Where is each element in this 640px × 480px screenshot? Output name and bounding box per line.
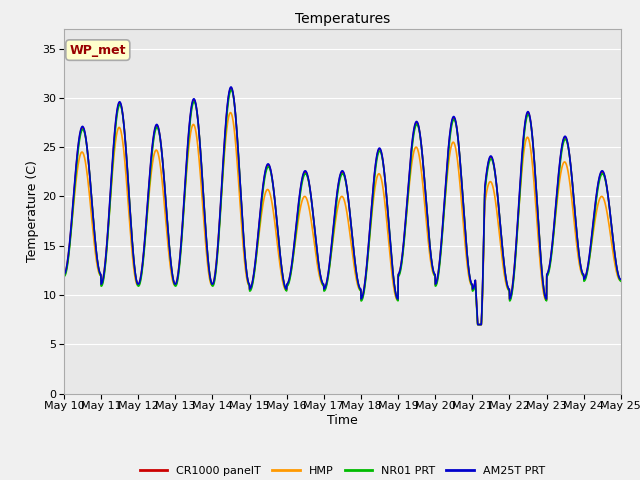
CR1000 panelT <box>474 322 482 327</box>
HMP <box>371 186 379 192</box>
AM25T PRT <box>505 286 513 291</box>
AM25T PRT <box>216 222 223 228</box>
Title: Temperatures: Temperatures <box>295 12 390 26</box>
AM25T PRT <box>584 265 591 271</box>
CR1000 panelT <box>60 273 68 278</box>
Legend: CR1000 panelT, HMP, NR01 PRT, AM25T PRT: CR1000 panelT, HMP, NR01 PRT, AM25T PRT <box>135 461 550 480</box>
NR01 PRT <box>227 87 235 93</box>
CR1000 panelT <box>359 294 367 300</box>
HMP <box>617 277 625 283</box>
NR01 PRT <box>584 268 591 274</box>
CR1000 panelT <box>617 277 625 283</box>
AM25T PRT <box>474 322 482 327</box>
NR01 PRT <box>474 322 481 327</box>
NR01 PRT <box>505 287 513 293</box>
NR01 PRT <box>568 177 576 182</box>
NR01 PRT <box>216 228 223 234</box>
HMP <box>505 287 513 293</box>
NR01 PRT <box>371 173 379 179</box>
HMP <box>568 199 576 204</box>
AM25T PRT <box>617 276 625 282</box>
CR1000 panelT <box>584 266 591 272</box>
CR1000 panelT <box>227 85 235 91</box>
AM25T PRT <box>371 168 379 173</box>
NR01 PRT <box>359 296 367 301</box>
NR01 PRT <box>617 278 625 284</box>
CR1000 panelT <box>505 287 513 292</box>
Line: NR01 PRT: NR01 PRT <box>64 90 621 324</box>
HMP <box>359 293 367 299</box>
AM25T PRT <box>359 293 367 299</box>
CR1000 panelT <box>216 224 223 230</box>
HMP <box>474 322 482 327</box>
HMP <box>227 110 234 116</box>
HMP <box>60 272 68 278</box>
Line: AM25T PRT: AM25T PRT <box>64 87 621 324</box>
HMP <box>216 224 223 230</box>
HMP <box>584 266 591 272</box>
AM25T PRT <box>60 271 68 277</box>
CR1000 panelT <box>371 169 379 175</box>
AM25T PRT <box>227 84 235 90</box>
Line: HMP: HMP <box>64 113 621 324</box>
AM25T PRT <box>568 177 576 182</box>
Text: WP_met: WP_met <box>70 44 126 57</box>
NR01 PRT <box>60 273 68 279</box>
CR1000 panelT <box>568 177 576 182</box>
Y-axis label: Temperature (C): Temperature (C) <box>26 160 40 262</box>
Line: CR1000 panelT: CR1000 panelT <box>64 88 621 324</box>
X-axis label: Time: Time <box>327 414 358 427</box>
